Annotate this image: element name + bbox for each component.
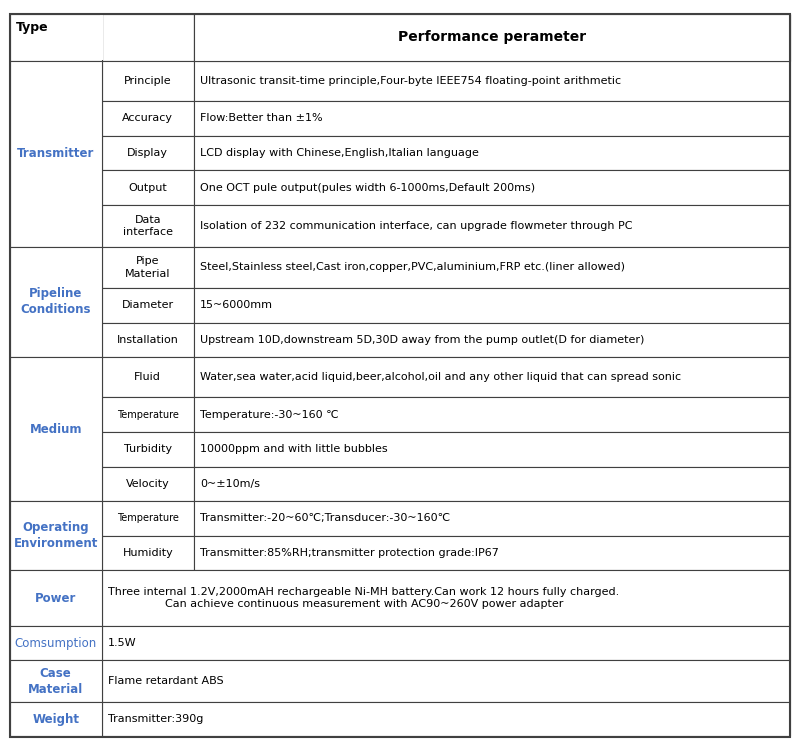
Text: Humidity: Humidity xyxy=(122,548,173,558)
Text: Transmitter: Transmitter xyxy=(17,147,94,160)
Text: 0~±10m/s: 0~±10m/s xyxy=(200,478,260,489)
Text: Flame retardant ABS: Flame retardant ABS xyxy=(108,676,224,686)
Text: Medium: Medium xyxy=(30,423,82,436)
Bar xyxy=(194,247,790,288)
Bar xyxy=(194,62,790,101)
Text: Comsumption: Comsumption xyxy=(14,637,97,650)
Bar xyxy=(10,660,102,702)
Bar xyxy=(102,62,194,101)
Bar xyxy=(102,466,194,501)
Text: Pipeline
Conditions: Pipeline Conditions xyxy=(21,287,91,316)
Bar xyxy=(102,322,194,357)
Text: Display: Display xyxy=(127,148,168,158)
Bar xyxy=(194,13,790,62)
Text: Turbidity: Turbidity xyxy=(124,444,172,454)
Bar xyxy=(194,536,790,570)
Bar xyxy=(102,101,194,136)
Bar xyxy=(102,626,790,660)
Text: Fluid: Fluid xyxy=(134,372,162,382)
Bar xyxy=(102,136,194,170)
Text: Installation: Installation xyxy=(117,335,178,345)
Text: Temperature:-30~160 ℃: Temperature:-30~160 ℃ xyxy=(200,410,339,419)
Bar xyxy=(10,62,102,247)
Bar xyxy=(102,432,194,466)
Bar xyxy=(100,14,103,61)
Text: Weight: Weight xyxy=(32,712,79,726)
Text: Transmitter:-20~60℃;Transducer:-30~160℃: Transmitter:-20~60℃;Transducer:-30~160℃ xyxy=(200,514,450,523)
Text: 15~6000mm: 15~6000mm xyxy=(200,301,274,310)
Text: Pipe
Material: Pipe Material xyxy=(125,256,170,278)
Bar xyxy=(194,398,790,432)
Text: Operating
Environment: Operating Environment xyxy=(14,521,98,550)
Bar xyxy=(194,432,790,466)
Text: Upstream 10D,downstream 5D,30D away from the pump outlet(D for diameter): Upstream 10D,downstream 5D,30D away from… xyxy=(200,335,645,345)
Bar xyxy=(10,357,102,501)
Text: Flow:Better than ±1%: Flow:Better than ±1% xyxy=(200,113,323,124)
Text: Transmitter:390g: Transmitter:390g xyxy=(108,714,203,724)
Bar xyxy=(102,170,194,205)
Text: Output: Output xyxy=(129,183,167,193)
Bar xyxy=(102,357,194,398)
Bar xyxy=(194,357,790,398)
Text: Ultrasonic transit-time principle,Four-byte IEEE754 floating-point arithmetic: Ultrasonic transit-time principle,Four-b… xyxy=(200,76,622,86)
Text: Diameter: Diameter xyxy=(122,301,174,310)
Bar xyxy=(194,205,790,247)
Bar xyxy=(194,13,790,62)
Bar xyxy=(102,247,194,288)
Text: Type: Type xyxy=(16,21,49,34)
Bar xyxy=(10,247,102,357)
Text: Power: Power xyxy=(35,592,76,604)
Text: Principle: Principle xyxy=(124,76,172,86)
Bar xyxy=(194,288,790,322)
Text: Steel,Stainless steel,Cast iron,copper,PVC,aluminium,FRP etc.(liner allowed): Steel,Stainless steel,Cast iron,copper,P… xyxy=(200,262,626,272)
Bar xyxy=(194,501,790,536)
Bar xyxy=(194,101,790,136)
Bar xyxy=(102,205,194,247)
Bar xyxy=(102,13,194,62)
Bar xyxy=(102,288,194,322)
Bar xyxy=(10,702,102,736)
Bar xyxy=(194,136,790,170)
Bar xyxy=(102,501,194,536)
Bar xyxy=(102,702,790,736)
Bar xyxy=(194,322,790,357)
Text: LCD display with Chinese,English,Italian language: LCD display with Chinese,English,Italian… xyxy=(200,148,479,158)
Text: Three internal 1.2V,2000mAH rechargeable Ni-MH battery.Can work 12 hours fully c: Three internal 1.2V,2000mAH rechargeable… xyxy=(108,586,619,609)
Text: Performance perameter: Performance perameter xyxy=(398,30,586,44)
Text: Water,sea water,acid liquid,beer,alcohol,oil and any other liquid that can sprea: Water,sea water,acid liquid,beer,alcohol… xyxy=(200,372,682,382)
Bar xyxy=(10,570,102,626)
Bar xyxy=(102,660,790,702)
Bar xyxy=(102,536,194,570)
Text: Velocity: Velocity xyxy=(126,478,170,489)
Bar xyxy=(10,626,102,660)
Text: Accuracy: Accuracy xyxy=(122,113,174,124)
Bar xyxy=(10,13,102,62)
Bar xyxy=(102,398,194,432)
Text: Case
Material: Case Material xyxy=(28,667,83,695)
Text: Isolation of 232 communication interface, can upgrade flowmeter through PC: Isolation of 232 communication interface… xyxy=(200,220,633,231)
Text: 10000ppm and with little bubbles: 10000ppm and with little bubbles xyxy=(200,444,388,454)
Text: Temperature: Temperature xyxy=(117,410,178,419)
Text: Data
interface: Data interface xyxy=(123,214,173,237)
Bar xyxy=(102,570,790,626)
Text: Temperature: Temperature xyxy=(117,514,178,523)
Bar xyxy=(10,501,102,570)
Bar xyxy=(194,466,790,501)
Bar xyxy=(194,170,790,205)
Text: Transmitter:85%RH;transmitter protection grade:IP67: Transmitter:85%RH;transmitter protection… xyxy=(200,548,499,558)
Text: 1.5W: 1.5W xyxy=(108,638,137,648)
Text: One OCT pule output(pules width 6-1000ms,Default 200ms): One OCT pule output(pules width 6-1000ms… xyxy=(200,183,535,193)
